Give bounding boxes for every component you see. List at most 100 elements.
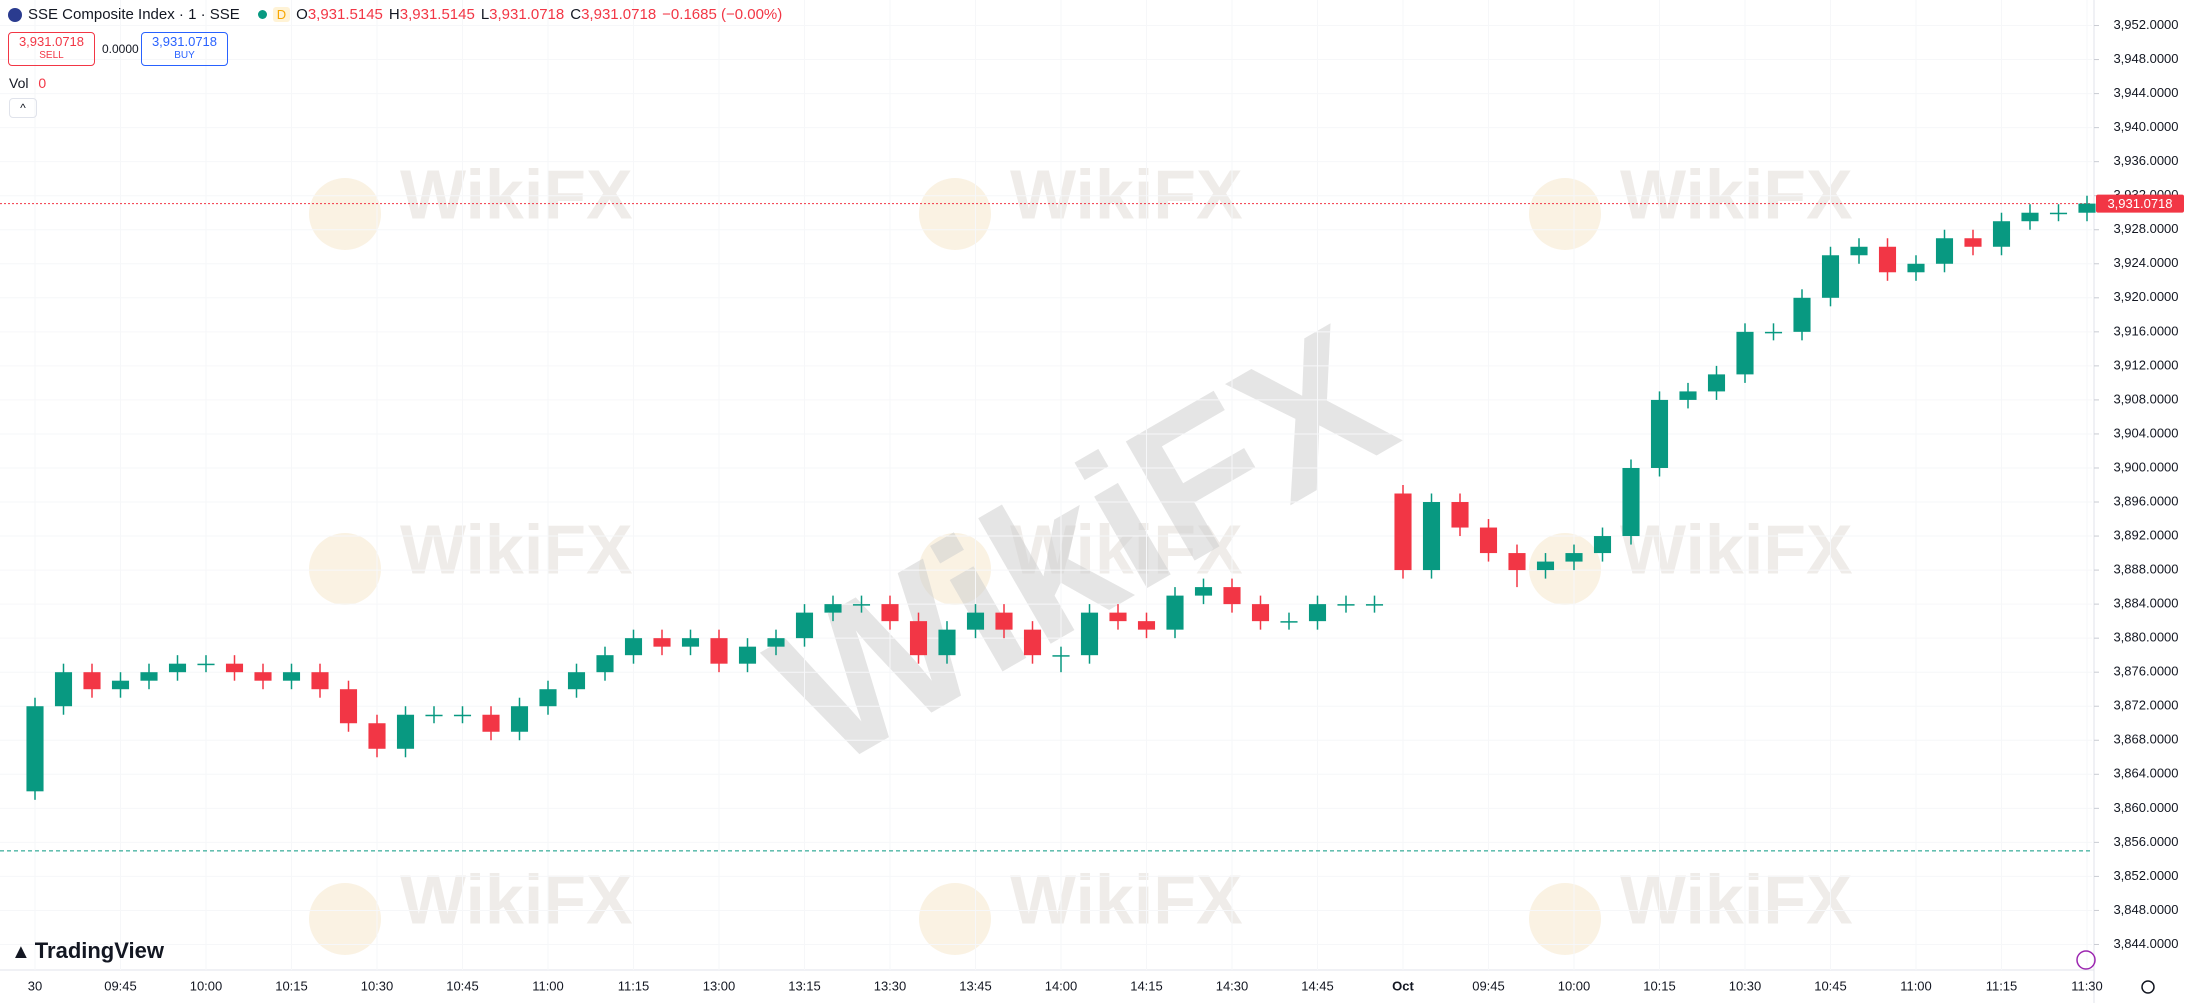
settings-icon — [2141, 980, 2155, 994]
watermark: WikiFX — [1620, 860, 1853, 938]
candle-body — [1109, 612, 1127, 622]
x-tick-label: 11:30 — [2071, 978, 2103, 993]
y-tick-label: 3,864.0000 — [2113, 766, 2178, 781]
candle-body — [311, 672, 329, 690]
candle-body — [111, 680, 130, 690]
y-tick-label: 3,876.0000 — [2113, 664, 2178, 679]
watermark: WikiFX — [400, 510, 633, 588]
y-tick-label: 3,920.0000 — [2113, 289, 2178, 304]
y-tick-label: 3,844.0000 — [2113, 936, 2178, 951]
x-tick-label: 14:15 — [1130, 978, 1163, 993]
watermark-icon — [919, 533, 991, 605]
candle-body — [510, 706, 529, 732]
candle-body — [1080, 612, 1099, 656]
y-tick-label: 3,940.0000 — [2113, 119, 2178, 134]
y-tick-label: 3,912.0000 — [2113, 357, 2178, 372]
candle-body — [596, 655, 614, 673]
y-tick-label: 3,944.0000 — [2113, 85, 2178, 100]
brand-name: TradingView — [34, 938, 164, 963]
candle-body — [482, 714, 500, 732]
watermark: WikiFX — [400, 155, 633, 233]
x-tick-label: 10:00 — [190, 978, 223, 993]
candle-body — [966, 612, 985, 630]
candle-body — [852, 604, 871, 606]
candle-body — [539, 689, 557, 707]
watermark-icon — [919, 178, 991, 250]
buy-button[interactable]: 3,931.0718 BUY — [141, 32, 228, 66]
watermark: WikiFX — [738, 284, 1425, 810]
candle-body — [1764, 331, 1783, 334]
candle-body — [1992, 221, 2011, 247]
candle-body — [2078, 203, 2096, 213]
candle-body — [453, 714, 472, 717]
candle-body — [1023, 629, 1042, 656]
ohlc-value: 3,931.0718 — [581, 6, 657, 23]
x-tick-label: 13:30 — [874, 978, 907, 993]
sell-button[interactable]: 3,931.0718 SELL — [8, 32, 95, 66]
candle-body — [1793, 297, 1811, 332]
y-tick-label: 3,884.0000 — [2113, 596, 2178, 611]
x-tick-label: 10:30 — [361, 978, 394, 993]
symbol-title[interactable]: SSE Composite Index · 1 · SSE — [28, 6, 240, 23]
x-tick-label: 10:15 — [275, 978, 308, 993]
candle-body — [254, 672, 272, 681]
candle-body — [140, 672, 158, 681]
watermark-icon — [309, 178, 381, 250]
candle-body — [54, 672, 73, 707]
y-tick-label: 3,900.0000 — [2113, 459, 2178, 474]
candle-body — [1308, 604, 1327, 622]
x-tick-label: 10:30 — [1729, 978, 1762, 993]
candle-body — [1650, 399, 1669, 468]
ohlc-value: 3,931.0718 — [489, 6, 565, 23]
x-tick-label: Oct — [1392, 978, 1414, 993]
brand: ▲ TradingView — [11, 938, 164, 964]
y-tick-label: 3,952.0000 — [2113, 17, 2178, 32]
watermark: WikiFX — [1620, 155, 1853, 233]
ohlc-value: 3,931.5145 — [307, 6, 383, 23]
y-tick-label: 3,924.0000 — [2113, 255, 2178, 270]
candle-body — [1365, 604, 1384, 606]
y-tick-label: 3,936.0000 — [2113, 153, 2178, 168]
candle-body — [1593, 536, 1612, 554]
watermark-icon — [1529, 533, 1601, 605]
ohlc-value: 3,931.5145 — [399, 6, 475, 23]
candle-body — [26, 706, 44, 792]
candle-body — [710, 638, 728, 664]
x-tick-label: 11:00 — [532, 978, 564, 993]
session-badge: D — [272, 7, 291, 22]
y-tick-label: 3,904.0000 — [2113, 425, 2178, 440]
candle-body — [738, 646, 757, 664]
x-tick-label: 11:00 — [1900, 978, 1932, 993]
candle-body — [1137, 621, 1156, 630]
watermark-icon — [309, 883, 381, 955]
candle-body — [1964, 238, 1982, 247]
y-tick-label: 3,896.0000 — [2113, 493, 2178, 508]
y-tick-label: 3,880.0000 — [2113, 630, 2178, 645]
y-tick-label: 3,888.0000 — [2113, 562, 2178, 577]
candle-body — [1907, 263, 1925, 273]
volume-value: 0 — [38, 75, 47, 91]
x-tick-label: 09:45 — [1472, 978, 1505, 993]
x-tick-label: 10:00 — [1558, 978, 1591, 993]
candle-body — [1052, 655, 1070, 657]
candle-body — [1679, 391, 1697, 400]
x-tick-label: 13:15 — [788, 978, 821, 993]
y-tick-label: 3,868.0000 — [2113, 732, 2178, 747]
x-tick-label: 14:45 — [1301, 978, 1334, 993]
watermark-icon — [1529, 178, 1601, 250]
y-tick-label: 3,856.0000 — [2113, 834, 2178, 849]
candle-body — [1878, 246, 1897, 273]
ohlc-label: O — [296, 6, 308, 23]
symbol-icon — [8, 7, 22, 22]
collapse-button[interactable]: ^ — [9, 98, 37, 118]
y-tick-label: 3,860.0000 — [2113, 800, 2178, 815]
y-tick-label: 3,908.0000 — [2113, 391, 2178, 406]
spread: 0.0000 — [102, 42, 139, 56]
x-tick-label: 09:45 — [104, 978, 137, 993]
buy-label: BUY — [174, 50, 195, 61]
volume: Vol 0 — [9, 75, 46, 91]
x-tick-label: 10:45 — [446, 978, 479, 993]
watermark-icon — [309, 533, 381, 605]
